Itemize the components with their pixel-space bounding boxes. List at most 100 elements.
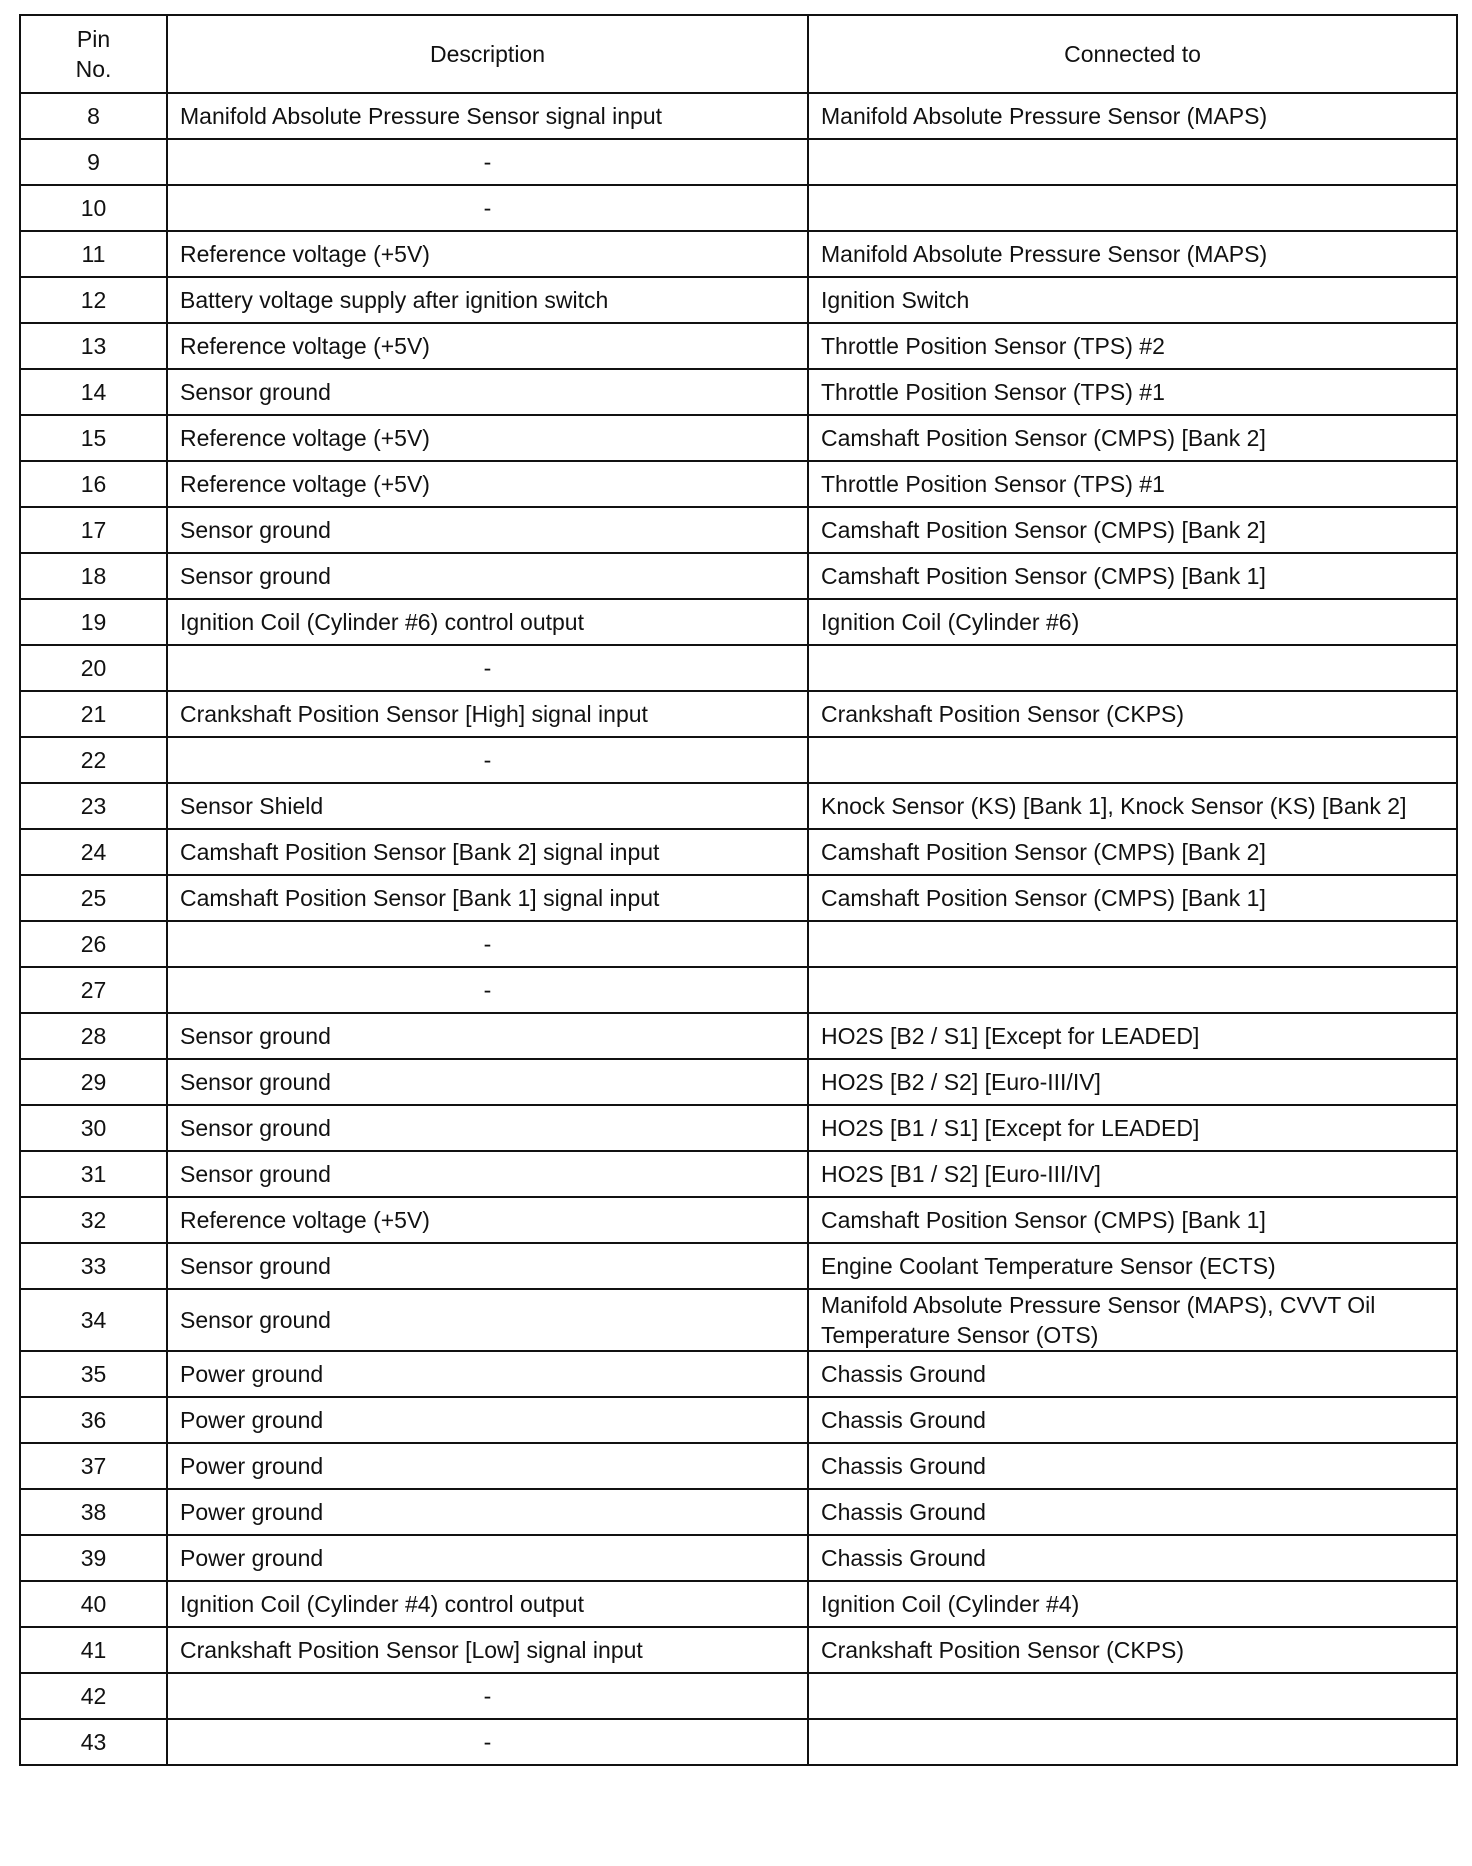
connected-to-cell: Throttle Position Sensor (TPS) #2: [807, 322, 1458, 370]
pin-cell: 33: [19, 1242, 168, 1290]
pin-cell: 27: [19, 966, 168, 1014]
table-row: 25 Camshaft Position Sensor [Bank 1] sign…: [19, 874, 1458, 922]
pin-cell: 22: [19, 736, 168, 784]
description-cell: Ignition Coil (Cylinder #4) control outp…: [166, 1580, 809, 1628]
description-cell: Power ground: [166, 1396, 809, 1444]
connected-to-cell: HO2S [B1 / S1] [Except for LEADED]: [807, 1104, 1458, 1152]
connected-to-cell: HO2S [B1 / S2] [Euro-III/IV]: [807, 1150, 1458, 1198]
connected-to-cell: Crankshaft Position Sensor (CKPS): [807, 690, 1458, 738]
table-row: 37 Power ground Chassis Ground: [19, 1442, 1458, 1490]
table-row: 24 Camshaft Position Sensor [Bank 2] sign…: [19, 828, 1458, 876]
table-row: 28 Sensor ground HO2S [B2 / S1] [Except fo…: [19, 1012, 1458, 1060]
pin-cell: 25: [19, 874, 168, 922]
connected-to-cell: Throttle Position Sensor (TPS) #1: [807, 460, 1458, 508]
description-cell: -: [166, 920, 809, 968]
pin-cell: 38: [19, 1488, 168, 1536]
pin-cell: 15: [19, 414, 168, 462]
pin-cell: 12: [19, 276, 168, 324]
table-row: 34 Sensor ground Manifold Absolute Pressur…: [19, 1288, 1458, 1352]
table-row: 29 Sensor ground HO2S [B2 / S2] [Euro-III/…: [19, 1058, 1458, 1106]
connected-to-cell: [807, 736, 1458, 784]
pin-cell: 34: [19, 1288, 168, 1352]
description-cell: Camshaft Position Sensor [Bank 2] signal…: [166, 828, 809, 876]
description-cell: -: [166, 184, 809, 232]
table-row: 31 Sensor ground HO2S [B1 / S2] [Euro-III/…: [19, 1150, 1458, 1198]
table-row: 11 Reference voltage (+5V) Manifold Absolu…: [19, 230, 1458, 278]
description-cell: Sensor Shield: [166, 782, 809, 830]
table-row: 42-: [19, 1672, 1458, 1720]
description-cell: Manifold Absolute Pressure Sensor signal…: [166, 92, 809, 140]
pin-cell: 43: [19, 1718, 168, 1766]
table-row: 13 Reference voltage (+5V) Throttle Positi…: [19, 322, 1458, 370]
description-cell: -: [166, 966, 809, 1014]
connected-to-cell: Chassis Ground: [807, 1534, 1458, 1582]
description-cell: Power ground: [166, 1442, 809, 1490]
header-description: Description: [166, 14, 809, 94]
connected-to-cell: Throttle Position Sensor (TPS) #1: [807, 368, 1458, 416]
description-cell: -: [166, 1718, 809, 1766]
pin-cell: 39: [19, 1534, 168, 1582]
pin-cell: 32: [19, 1196, 168, 1244]
pin-table: Pin No. Description Connected to 8 Manifo…: [19, 14, 1458, 1766]
connected-to-cell: Chassis Ground: [807, 1350, 1458, 1398]
pin-cell: 20: [19, 644, 168, 692]
table-row: 9-: [19, 138, 1458, 186]
description-cell: Sensor ground: [166, 1288, 809, 1352]
pin-cell: 35: [19, 1350, 168, 1398]
table-row: 41 Crankshaft Position Sensor [Low] signa…: [19, 1626, 1458, 1674]
table-row: 43-: [19, 1718, 1458, 1766]
connected-to-cell: Camshaft Position Sensor (CMPS) [Bank 1]: [807, 552, 1458, 600]
header-row: Pin No. Description Connected to: [19, 14, 1458, 94]
connected-to-cell: Chassis Ground: [807, 1396, 1458, 1444]
table-row: 35 Power ground Chassis Ground: [19, 1350, 1458, 1398]
pin-cell: 28: [19, 1012, 168, 1060]
description-cell: Crankshaft Position Sensor [Low] signal …: [166, 1626, 809, 1674]
connected-to-cell: [807, 1718, 1458, 1766]
table-row: 15 Reference voltage (+5V) Camshaft Positi…: [19, 414, 1458, 462]
connected-to-cell: Manifold Absolute Pressure Sensor (MAPS)…: [807, 1288, 1458, 1352]
description-cell: Ignition Coil (Cylinder #6) control outp…: [166, 598, 809, 646]
connected-to-cell: Camshaft Position Sensor (CMPS) [Bank 2]: [807, 506, 1458, 554]
description-cell: Power ground: [166, 1534, 809, 1582]
pin-cell: 23: [19, 782, 168, 830]
table-row: 21 Crankshaft Position Sensor [High] sign…: [19, 690, 1458, 738]
description-cell: Sensor ground: [166, 1058, 809, 1106]
pin-cell: 19: [19, 598, 168, 646]
pin-cell: 10: [19, 184, 168, 232]
description-cell: Power ground: [166, 1350, 809, 1398]
pin-cell: 18: [19, 552, 168, 600]
connected-to-cell: [807, 138, 1458, 186]
connected-to-cell: HO2S [B2 / S1] [Except for LEADED]: [807, 1012, 1458, 1060]
description-cell: Battery voltage supply after ignition sw…: [166, 276, 809, 324]
description-cell: Reference voltage (+5V): [166, 322, 809, 370]
table-row: 16 Reference voltage (+5V) Throttle Positi…: [19, 460, 1458, 508]
description-cell: Reference voltage (+5V): [166, 230, 809, 278]
table-row: 40 Ignition Coil (Cylinder #4) control ou…: [19, 1580, 1458, 1628]
connected-to-cell: Engine Coolant Temperature Sensor (ECTS): [807, 1242, 1458, 1290]
pin-cell: 14: [19, 368, 168, 416]
connected-to-cell: Knock Sensor (KS) [Bank 1], Knock Sensor…: [807, 782, 1458, 830]
description-cell: Reference voltage (+5V): [166, 414, 809, 462]
description-cell: Crankshaft Position Sensor [High] signal…: [166, 690, 809, 738]
description-cell: -: [166, 138, 809, 186]
connected-to-cell: [807, 966, 1458, 1014]
table-row: 17 Sensor ground Camshaft Position Sensor …: [19, 506, 1458, 554]
description-cell: -: [166, 644, 809, 692]
header-pin-no: Pin No.: [19, 14, 168, 94]
table-row: 14 Sensor ground Throttle Position Sensor …: [19, 368, 1458, 416]
description-cell: Camshaft Position Sensor [Bank 1] signal…: [166, 874, 809, 922]
pin-cell: 31: [19, 1150, 168, 1198]
description-cell: -: [166, 1672, 809, 1720]
table-row: 12 Battery voltage supply after ignition …: [19, 276, 1458, 324]
description-cell: Sensor ground: [166, 1012, 809, 1060]
table-row: 36 Power ground Chassis Ground: [19, 1396, 1458, 1444]
pin-cell: 16: [19, 460, 168, 508]
header-connected-to: Connected to: [807, 14, 1458, 94]
table-row: 8 Manifold Absolute Pressure Sensor signa…: [19, 92, 1458, 140]
connected-to-cell: [807, 920, 1458, 968]
table-row: 39 Power ground Chassis Ground: [19, 1534, 1458, 1582]
pin-cell: 13: [19, 322, 168, 370]
description-cell: Sensor ground: [166, 1104, 809, 1152]
connected-to-cell: Manifold Absolute Pressure Sensor (MAPS): [807, 92, 1458, 140]
table-row: 27-: [19, 966, 1458, 1014]
